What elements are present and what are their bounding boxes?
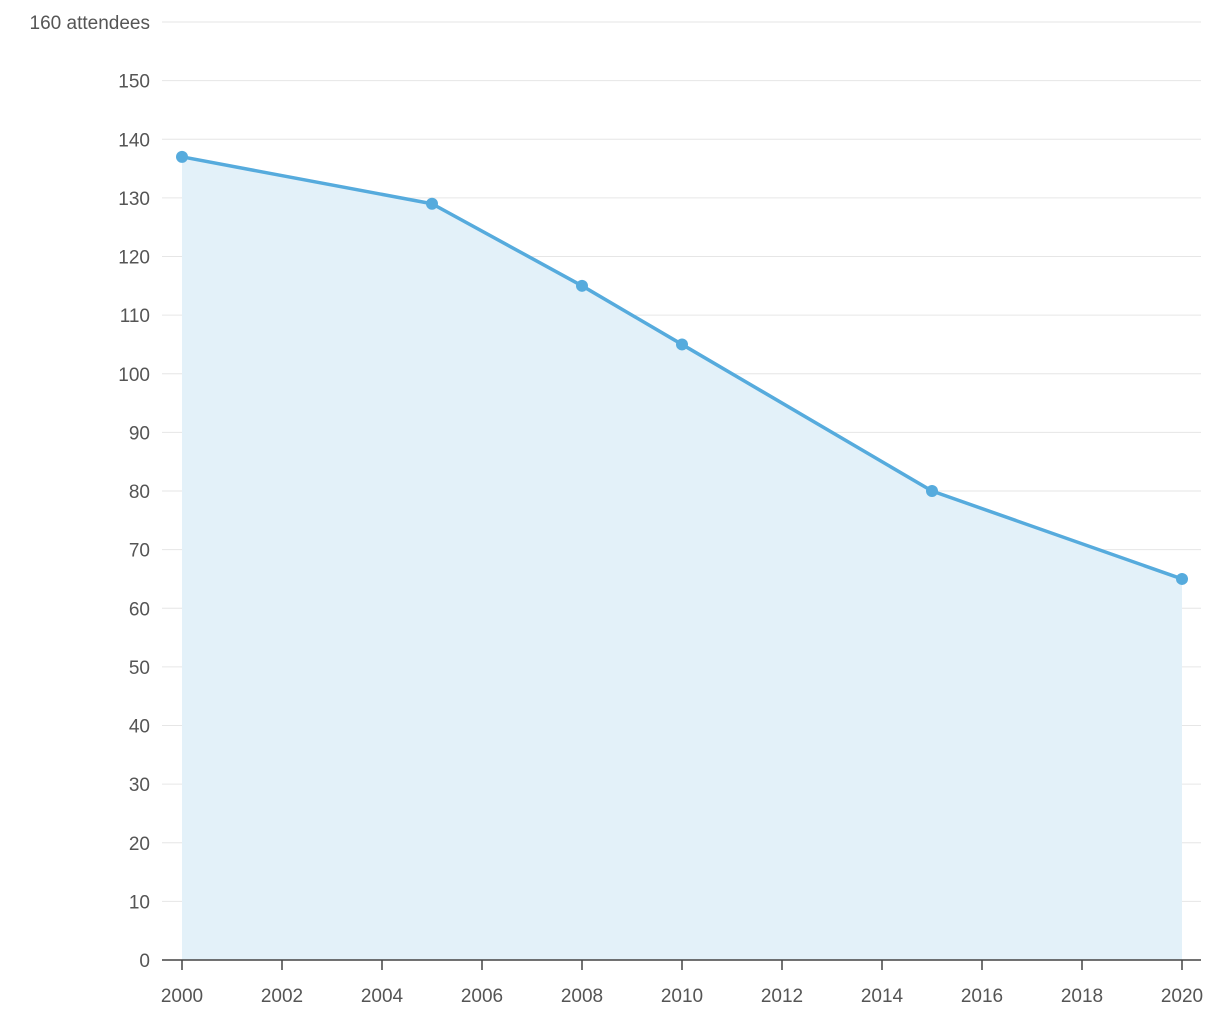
y-tick-label: 130 [118, 189, 150, 210]
series-line [180, 155, 1184, 581]
y-tick-label: 0 [139, 951, 150, 972]
x-tick-label: 2014 [861, 986, 904, 1007]
x-tick-label: 2004 [361, 986, 404, 1007]
x-axis: 2000 2002 2004 2006 2008 2010 2012 2014 2016 2018… [161, 986, 1203, 1007]
area-fill [182, 156, 1182, 960]
data-point[interactable] [926, 485, 938, 497]
x-tick-label: 2018 [1061, 986, 1103, 1007]
data-points [176, 150, 1188, 585]
y-tick-label: 70 [129, 541, 150, 562]
axes [162, 959, 1201, 970]
data-point[interactable] [176, 150, 188, 163]
x-tick-label: 2006 [461, 986, 503, 1007]
data-point[interactable] [576, 279, 588, 292]
y-tick-label: 40 [129, 717, 150, 738]
y-tick-label: 90 [129, 423, 150, 444]
y-tick-label: 50 [129, 658, 150, 679]
data-point[interactable] [676, 338, 688, 351]
data-point[interactable] [1176, 572, 1188, 585]
x-tick-label: 2016 [961, 986, 1003, 1007]
x-tick-label: 2010 [661, 986, 703, 1007]
y-tick-label: 150 [118, 72, 150, 93]
data-point[interactable] [426, 197, 438, 210]
y-tick-label: 140 [118, 130, 150, 151]
y-tick-label: 80 [129, 482, 150, 503]
y-tick-label: 60 [129, 599, 150, 620]
y-tick-label: 160 attendees [30, 13, 150, 34]
x-tick-label: 2008 [561, 986, 603, 1007]
x-tick-label: 2000 [161, 986, 203, 1007]
plot-area [180, 155, 1184, 960]
y-axis: 0 10 20 30 40 50 60 70 80 90 100 110 120 130 140 150 160… [30, 13, 150, 972]
y-tick-label: 110 [120, 306, 150, 327]
x-tick-label: 2020 [1161, 986, 1203, 1007]
y-tick-label: 20 [129, 834, 150, 855]
y-tick-label: 100 [118, 365, 150, 386]
x-tick-label: 2002 [261, 986, 303, 1007]
y-tick-label: 10 [129, 892, 150, 913]
y-tick-label: 30 [129, 775, 150, 796]
y-tick-label: 120 [118, 248, 150, 269]
x-tick-label: 2012 [761, 986, 803, 1007]
